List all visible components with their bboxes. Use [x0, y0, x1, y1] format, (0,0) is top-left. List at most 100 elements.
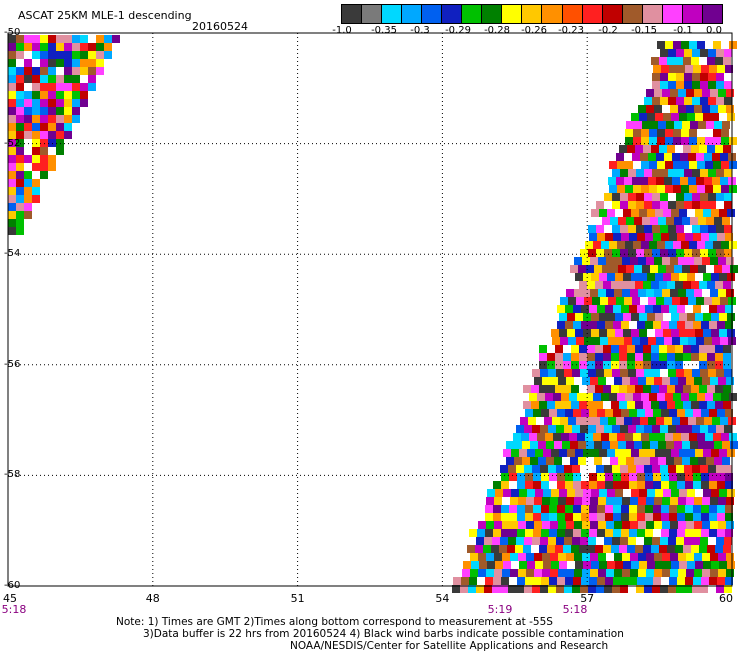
data-cell	[624, 177, 632, 185]
data-cell	[622, 569, 630, 577]
colorbar-swatch	[462, 5, 483, 23]
data-cell	[705, 433, 713, 441]
data-cell	[569, 433, 577, 441]
data-cell	[582, 289, 590, 297]
data-cell	[718, 289, 726, 297]
data-cell	[704, 417, 712, 425]
data-cell	[717, 409, 725, 417]
data-cell	[681, 433, 689, 441]
data-cell	[8, 195, 16, 203]
data-cell	[715, 353, 723, 361]
data-cell	[24, 171, 32, 179]
data-cell	[727, 561, 735, 569]
data-cell	[612, 225, 620, 233]
data-cell	[652, 201, 660, 209]
data-cell	[726, 257, 734, 265]
data-cell	[549, 409, 557, 417]
data-cell	[632, 417, 640, 425]
colorbar-swatch	[562, 5, 583, 23]
data-cell	[634, 217, 642, 225]
data-cell	[631, 313, 639, 321]
data-cell	[559, 449, 567, 457]
data-cell	[645, 321, 653, 329]
data-cell	[40, 131, 48, 139]
data-cell	[701, 305, 709, 313]
data-cell	[724, 193, 732, 201]
data-cell	[609, 241, 617, 249]
data-cell	[516, 425, 524, 433]
data-cell	[526, 553, 534, 561]
data-cell	[651, 545, 659, 553]
data-cell	[599, 329, 607, 337]
data-cell	[667, 361, 675, 369]
data-cell	[612, 465, 620, 473]
data-cell	[631, 329, 639, 337]
data-cell	[562, 457, 570, 465]
colorbar	[342, 5, 722, 23]
data-cell	[713, 185, 721, 193]
data-cell	[721, 241, 729, 249]
data-cell	[629, 409, 637, 417]
data-cell	[626, 441, 634, 449]
data-cell	[682, 121, 690, 129]
data-cell	[700, 193, 708, 201]
data-cell	[701, 513, 709, 521]
data-cell	[587, 281, 595, 289]
data-cell	[557, 473, 565, 481]
data-cell	[696, 337, 704, 345]
data-cell	[593, 433, 601, 441]
data-cell	[549, 481, 557, 489]
lon-label: 48	[145, 592, 160, 605]
data-cell	[522, 457, 530, 465]
data-cell	[653, 65, 661, 73]
data-cell	[690, 457, 698, 465]
data-cell	[646, 105, 654, 113]
data-cell	[665, 393, 673, 401]
data-cell	[638, 553, 646, 561]
data-cell	[701, 505, 709, 513]
data-cell	[648, 337, 656, 345]
data-cell	[478, 521, 486, 529]
data-cell	[702, 497, 710, 505]
data-cell	[552, 337, 560, 345]
data-cell	[535, 449, 543, 457]
data-cell	[600, 337, 608, 345]
data-cell	[644, 249, 652, 257]
data-cell	[653, 305, 661, 313]
data-cell	[563, 385, 571, 393]
data-cell	[693, 505, 701, 513]
data-cell	[637, 321, 645, 329]
data-cell	[671, 561, 679, 569]
data-cell	[577, 433, 585, 441]
data-cell	[643, 361, 651, 369]
data-cell	[509, 577, 517, 585]
data-cell	[557, 305, 565, 313]
data-cell	[533, 577, 541, 585]
data-cell	[633, 241, 641, 249]
data-cell	[587, 345, 595, 353]
data-cell	[48, 163, 56, 171]
data-cell	[702, 521, 710, 529]
data-cell	[571, 385, 579, 393]
data-cell	[700, 465, 708, 473]
data-cell	[701, 321, 709, 329]
data-cell	[695, 449, 703, 457]
data-cell	[684, 465, 692, 473]
data-cell	[509, 505, 517, 513]
data-cell	[661, 473, 669, 481]
data-cell	[692, 81, 700, 89]
data-cell	[717, 481, 725, 489]
data-cell	[599, 209, 607, 217]
data-cell	[597, 233, 605, 241]
data-cell	[649, 393, 657, 401]
data-cell	[463, 561, 471, 569]
data-cell	[573, 577, 581, 585]
data-cell	[622, 521, 630, 529]
data-cell	[578, 441, 586, 449]
data-cell	[702, 377, 710, 385]
data-cell	[553, 433, 561, 441]
data-cell	[718, 497, 726, 505]
data-cell	[628, 201, 636, 209]
data-cell	[697, 185, 705, 193]
data-cell	[8, 59, 16, 67]
